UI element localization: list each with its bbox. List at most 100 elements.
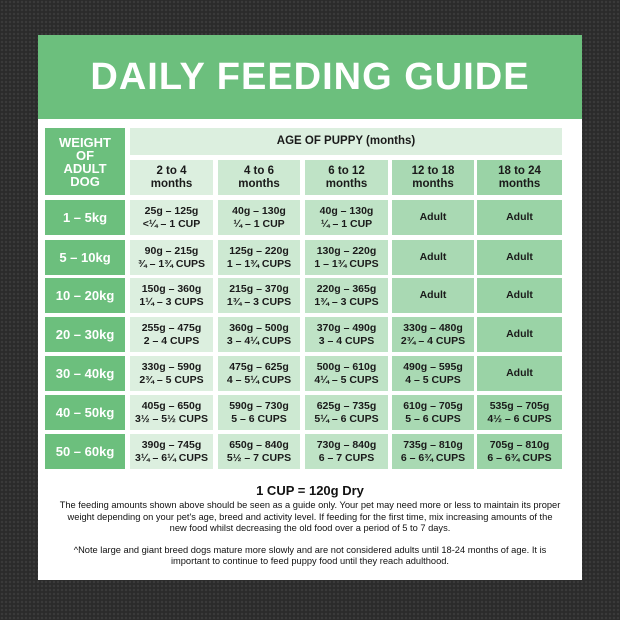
table-cell: Adult — [477, 278, 562, 313]
table-cell: 730g – 840g 6 – 7 CUPS — [305, 434, 388, 469]
table-cell: 220g – 365g 1¾ – 3 CUPS — [305, 278, 388, 313]
column-header: 18 to 24 months — [477, 160, 562, 195]
cell-text: 18 to 24 — [498, 164, 541, 177]
cell-text: months — [412, 177, 454, 190]
table-cell: Adult — [477, 200, 562, 235]
table-cell: Adult — [392, 278, 474, 313]
table-cell: 705g – 810g 6 – 6¾ CUPS — [477, 434, 562, 469]
table-cell: 370g – 490g 3 – 4 CUPS — [305, 317, 388, 352]
breed-note: ^Note large and giant breed dogs mature … — [73, 544, 547, 567]
column-header: 4 to 6 months — [218, 160, 300, 195]
weight-cell: 10 – 20kg — [45, 278, 125, 313]
table-cell: 360g – 500g 3 – 4¼ CUPS — [218, 317, 300, 352]
table-cell: 150g – 360g 1¼ – 3 CUPS — [130, 278, 213, 313]
cell-text: 4½ – 6 CUPS — [487, 412, 552, 425]
table-cell: 500g – 610g 4¼ – 5 CUPS — [305, 356, 388, 391]
cell-text: 590g – 730g — [229, 399, 289, 412]
table-cell: 650g – 840g 5½ – 7 CUPS — [218, 434, 300, 469]
cell-text: 2 – 4 CUPS — [143, 334, 200, 347]
table-cell: 535g – 705g 4½ – 6 CUPS — [477, 395, 562, 430]
table-cell: 25g – 125g <¼ – 1 CUP — [130, 200, 213, 235]
cell-text: 20 – 30kg — [55, 327, 115, 342]
cell-text: 6 – 6¾ CUPS — [400, 451, 466, 464]
cell-text: ¾ – 1¾ CUPS — [137, 257, 206, 270]
cell-text: 125g – 220g — [229, 244, 289, 257]
cell-text: 2 to 4 — [156, 164, 187, 177]
cell-text: 1¾ – 3 CUPS — [226, 295, 292, 308]
table-cell: Adult — [477, 317, 562, 352]
cell-text: 705g – 810g — [489, 438, 550, 451]
cell-text: Adult — [506, 251, 533, 263]
cell-text: 5¼ – 6 CUPS — [314, 412, 379, 425]
cell-text: 4 – 5 CUPS — [405, 373, 461, 386]
cell-text: Adult — [506, 289, 533, 301]
footer-notes: 1 CUP = 120g Dry The feeding amounts sho… — [38, 483, 582, 568]
weight-cell: 20 – 30kg — [45, 317, 125, 352]
cell-text: months — [325, 177, 368, 190]
cell-text: 405g – 650g — [141, 399, 202, 412]
cell-text: Adult — [506, 328, 533, 340]
cell-text: 4 to 6 — [243, 164, 275, 177]
cell-text: <¼ – 1 CUP — [142, 217, 201, 230]
table-cell: Adult — [477, 356, 562, 391]
cup-conversion: 1 CUP = 120g Dry — [256, 483, 364, 498]
cell-text: 330g – 590g — [141, 360, 202, 373]
cell-text: 3½ – 5½ CUPS — [135, 412, 208, 425]
cell-text: 220g – 365g — [316, 282, 377, 295]
weight-cell: 50 – 60kg — [45, 434, 125, 469]
page-title: DAILY FEEDING GUIDE — [38, 35, 582, 119]
cell-text: ¼ – 1 CUP — [233, 217, 285, 230]
cell-text: AGE OF PUPPY (months) — [276, 135, 416, 147]
table-cell: 330g – 590g 2¾ – 5 CUPS — [130, 356, 213, 391]
table-cell: Adult — [392, 200, 474, 235]
weight-cell: 30 – 40kg — [45, 356, 125, 391]
cell-text: 1 – 1¾ CUPS — [314, 257, 379, 270]
cell-text: 40 – 50kg — [55, 405, 115, 420]
table-cell: 40g – 130g ¼ – 1 CUP — [305, 200, 388, 235]
cell-text: 735g – 810g — [403, 438, 463, 451]
column-header: 6 to 12 months — [305, 160, 388, 195]
cell-text: 12 to 18 — [411, 164, 455, 177]
cell-text: 370g – 490g — [316, 321, 377, 334]
cell-text: WEIGHT OF ADULT DOG — [59, 134, 111, 189]
cell-text: 1 – 5kg — [62, 210, 108, 225]
cell-text: 625g – 735g — [316, 399, 377, 412]
cell-text: 40g – 130g — [319, 204, 374, 217]
cell-text: 475g – 625g — [229, 360, 289, 373]
cell-text: 490g – 595g — [403, 360, 463, 373]
cell-text: 215g – 370g — [229, 282, 289, 295]
cell-text: 4¼ – 5 CUPS — [314, 373, 379, 386]
cell-text: 6 to 12 — [328, 164, 365, 177]
table-cell: 130g – 220g 1 – 1¾ CUPS — [305, 240, 388, 275]
cell-text: 500g – 610g — [316, 360, 377, 373]
table-cell: 90g – 215g ¾ – 1¾ CUPS — [130, 240, 213, 275]
cell-text: 50 – 60kg — [55, 444, 115, 459]
table-cell: 735g – 810g 6 – 6¾ CUPS — [392, 434, 474, 469]
cell-text: Adult — [506, 211, 533, 223]
cell-text: 535g – 705g — [489, 399, 550, 412]
cell-text: ¼ – 1 CUP — [320, 217, 373, 230]
cell-text: 1¾ – 3 CUPS — [314, 295, 379, 308]
table-cell: Adult — [477, 240, 562, 275]
table-cell: 390g – 745g 3¼ – 6¼ CUPS — [130, 434, 213, 469]
column-header: 2 to 4 months — [130, 160, 213, 195]
cell-text: 1 – 1¾ CUPS — [226, 257, 292, 270]
weight-cell: 40 – 50kg — [45, 395, 125, 430]
cell-text: months — [498, 177, 541, 190]
cell-text: Adult — [419, 289, 447, 301]
cell-text: 255g – 475g — [141, 321, 202, 334]
age-header: AGE OF PUPPY (months) — [130, 128, 562, 155]
weight-cell: 1 – 5kg — [45, 200, 125, 235]
cell-text: months — [150, 177, 193, 190]
cell-text: 5 – 10kg — [59, 250, 111, 265]
table-cell: 40g – 130g ¼ – 1 CUP — [218, 200, 300, 235]
cell-text: 130g – 220g — [316, 244, 377, 257]
cell-text: 150g – 360g — [141, 282, 202, 295]
table-cell: 625g – 735g 5¼ – 6 CUPS — [305, 395, 388, 430]
cell-text: 4 – 5¼ CUPS — [226, 373, 292, 386]
table-cell: 490g – 595g 4 – 5 CUPS — [392, 356, 474, 391]
table-cell: 475g – 625g 4 – 5¼ CUPS — [218, 356, 300, 391]
cell-text: 3 – 4¼ CUPS — [226, 334, 292, 347]
cell-text: 730g – 840g — [316, 438, 377, 451]
guide-text: The feeding amounts shown above should b… — [59, 500, 561, 533]
